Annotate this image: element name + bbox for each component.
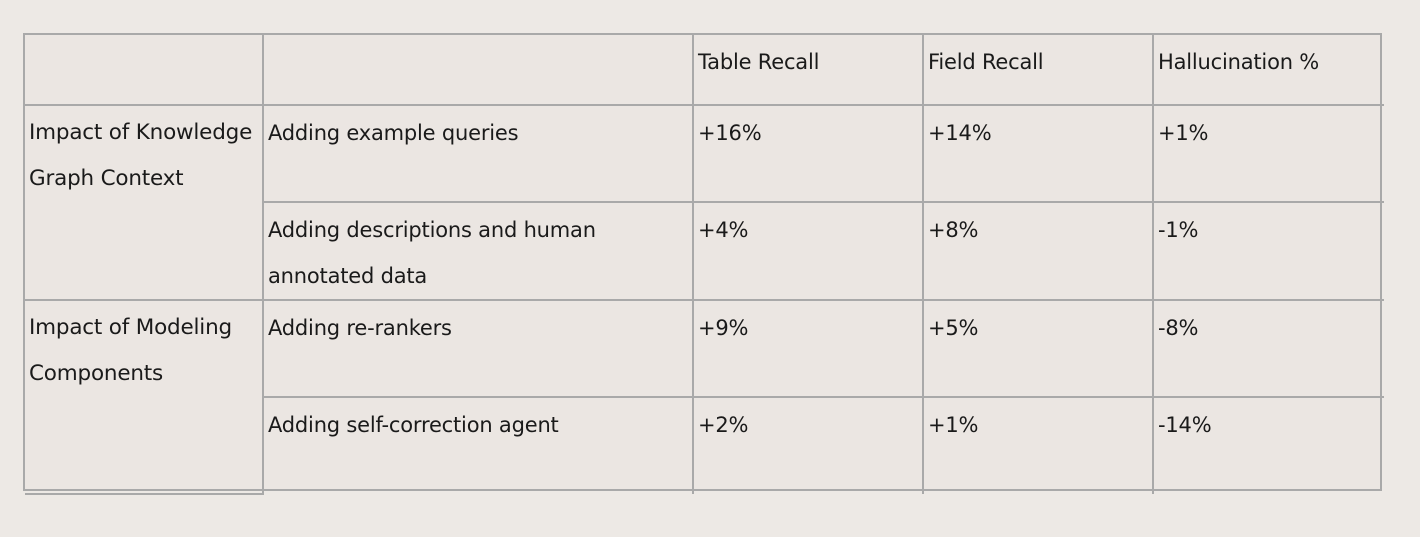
table-recall-value: +2% (692, 396, 924, 494)
hallucination-value: +1% (1152, 104, 1384, 203)
table-recall-value: +9% (692, 299, 924, 398)
table-recall-value: +4% (692, 201, 924, 301)
hallucination-value: -8% (1152, 299, 1384, 398)
table-row: Adding descriptions and human annotated … (25, 201, 1384, 301)
field-recall-value: +1% (922, 396, 1154, 494)
table-row: Adding self-correction agent +2% +1% -14… (25, 396, 1384, 494)
header-cell-description (262, 35, 694, 106)
hallucination-value: -14% (1152, 396, 1384, 494)
header-cell-hallucination: Hallucination % (1152, 35, 1384, 106)
table-recall-value: +16% (692, 104, 924, 203)
field-recall-value: +5% (922, 299, 1154, 398)
header-cell-table-recall: Table Recall (692, 35, 924, 106)
table-row: Impact of Knowledge Graph Context Adding… (25, 104, 1384, 301)
group-label-modeling-components: Impact of Modeling Components (25, 299, 264, 495)
field-recall-value: +8% (922, 201, 1154, 301)
header-cell-field-recall: Field Recall (922, 35, 1154, 106)
row-description: Adding example queries (262, 104, 694, 203)
group-label-knowledge-graph: Impact of Knowledge Graph Context (25, 104, 264, 301)
results-table-container: Table Recall Field Recall Hallucination … (23, 33, 1384, 495)
row-description: Adding re-rankers (262, 299, 694, 398)
field-recall-value: +14% (922, 104, 1154, 203)
row-description: Adding descriptions and human annotated … (263, 201, 694, 301)
row-description: Adding self-correction agent (263, 396, 694, 494)
results-table: Table Recall Field Recall Hallucination … (25, 35, 1384, 495)
table-header-row: Table Recall Field Recall Hallucination … (25, 35, 1384, 106)
header-cell-group (25, 35, 264, 106)
hallucination-value: -1% (1152, 201, 1384, 301)
table-row: Impact of Modeling Components Adding re-… (25, 299, 1384, 495)
